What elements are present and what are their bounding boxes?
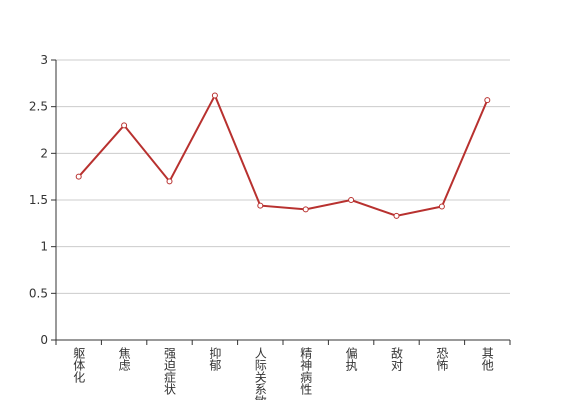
x-tick-label: 偏执 xyxy=(344,346,358,372)
point xyxy=(484,97,491,104)
point xyxy=(257,202,264,209)
x-tick-label: 敌对 xyxy=(390,346,404,371)
point xyxy=(211,92,218,99)
x-tick-label: 强迫症状 xyxy=(163,347,177,395)
y-tick-label: 2.5 xyxy=(29,100,48,114)
point xyxy=(166,178,173,185)
x-tick-label: 抑郁 xyxy=(208,346,222,372)
y-tick-label: 2 xyxy=(40,146,48,160)
y-tick-label: 3 xyxy=(40,53,48,67)
point xyxy=(121,122,128,129)
y-tick-label: 0 xyxy=(40,333,48,347)
x-tick-label: 精神病性 xyxy=(299,347,313,396)
x-tick-label: 躯体化 xyxy=(72,346,86,384)
x-tick-label: 恐怖 xyxy=(435,347,449,371)
point xyxy=(302,206,309,213)
y-tick-label: 1.5 xyxy=(29,193,48,207)
point xyxy=(348,197,355,203)
x-tick-label: 人际关系敏感 xyxy=(253,347,267,400)
point xyxy=(75,173,82,180)
x-tick-label: 焦虑 xyxy=(117,347,131,371)
y-tick-label: 0.5 xyxy=(29,286,48,300)
line xyxy=(77,93,489,217)
point xyxy=(393,212,400,219)
x-tick-label: 其他 xyxy=(480,347,494,371)
y-tick-label: 1 xyxy=(40,240,48,254)
point xyxy=(438,203,445,210)
